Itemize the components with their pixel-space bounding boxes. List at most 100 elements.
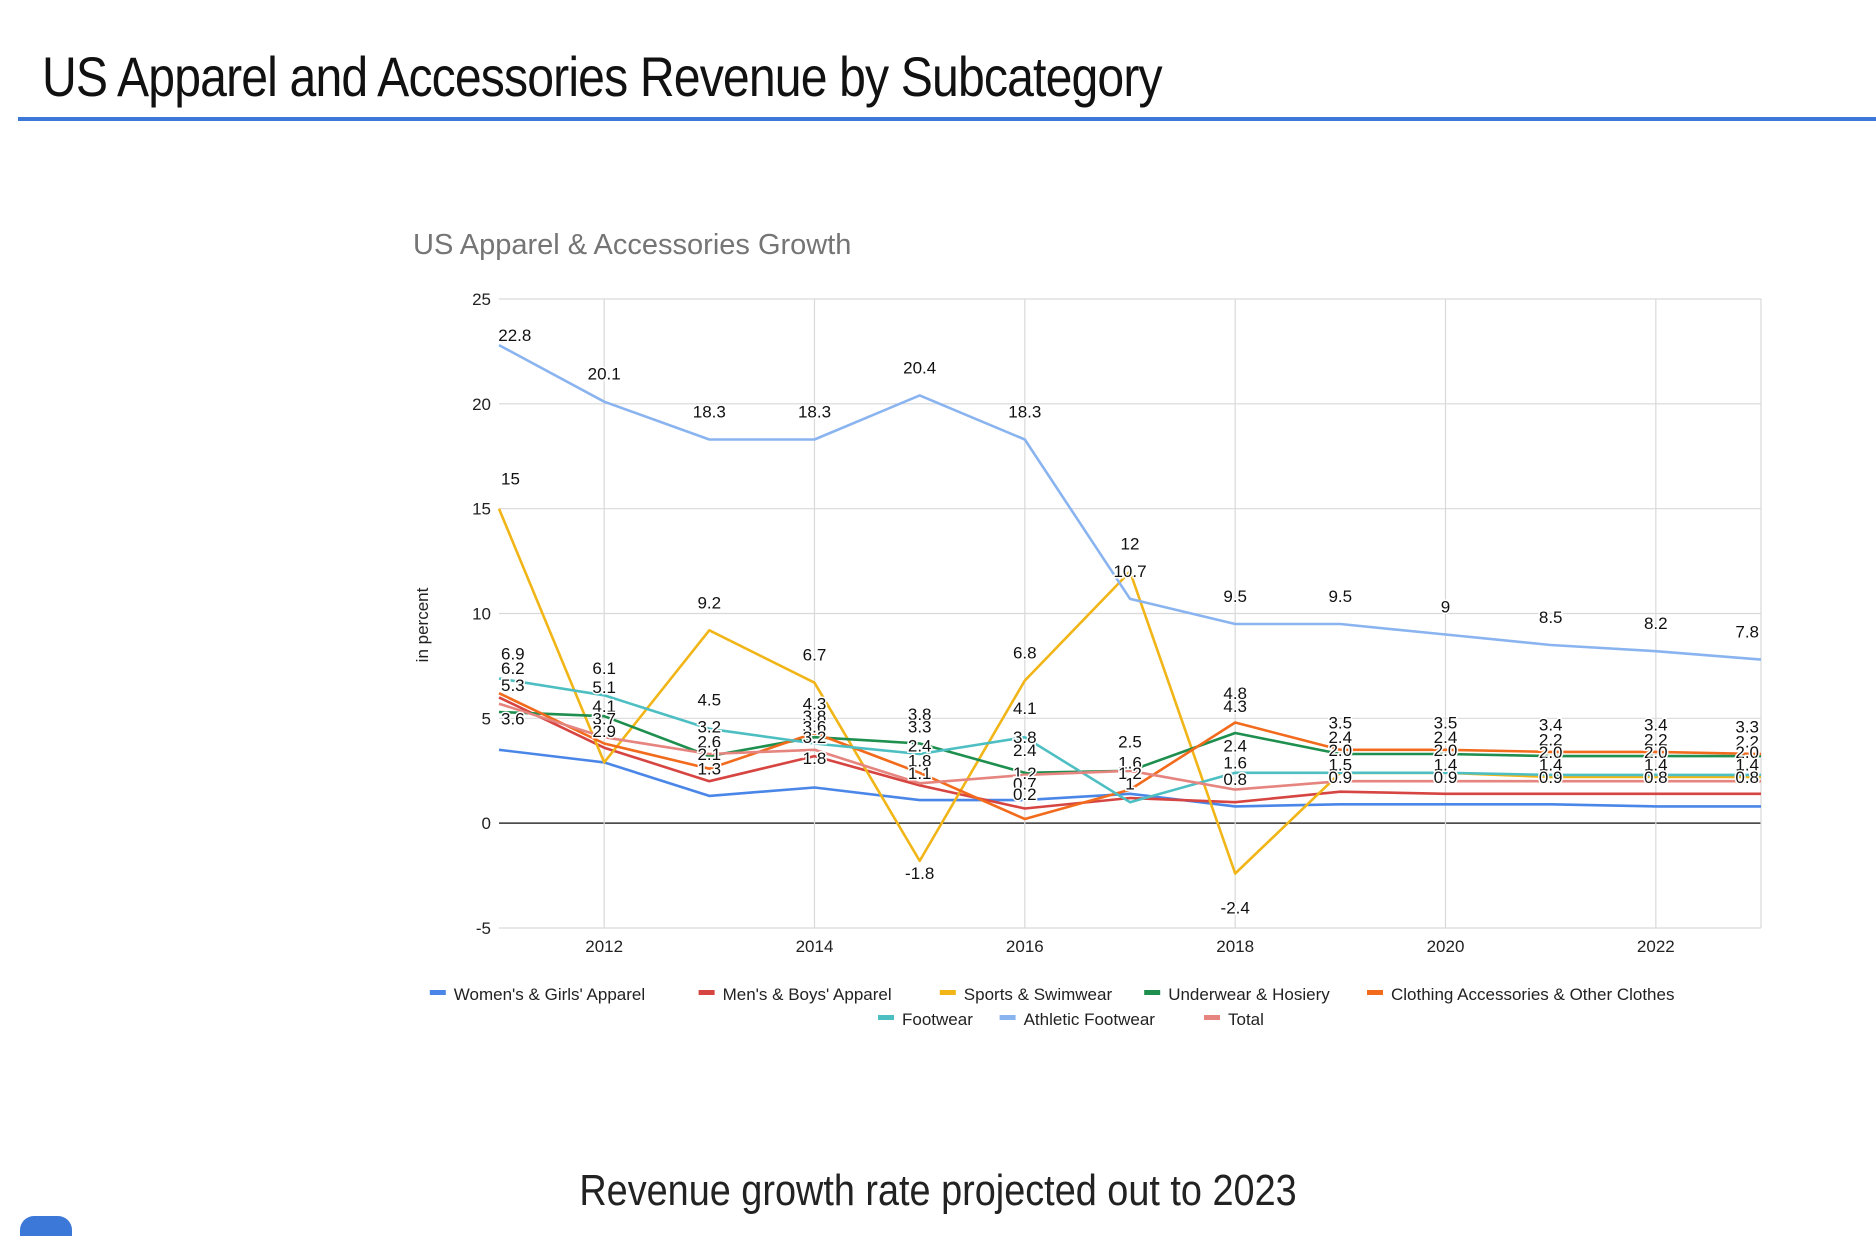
legend: Women's & Girls' Apparel Men's & Boys' Ap… [429, 985, 1674, 1029]
legend-label-6: Athletic Footwear [1024, 1010, 1156, 1029]
data-label: 6.8 [1013, 644, 1037, 663]
data-label: 1.3 [697, 760, 721, 779]
series-line-0 [498, 748, 1761, 808]
data-label: 0.8 [1735, 768, 1759, 787]
legend-swatch-3 [1144, 990, 1161, 995]
data-label: 1.8 [803, 749, 827, 768]
data-label: 9.5 [1223, 587, 1247, 606]
y-tick-label: 25 [472, 290, 491, 309]
y-tick-label: 20 [472, 395, 491, 414]
series-line-7 [498, 702, 1761, 791]
data-label: 6.9 [501, 644, 525, 663]
series-line-6 [498, 343, 1762, 661]
legend-swatch-2 [939, 990, 956, 995]
series-lines [497, 343, 1762, 875]
data-label: 2.1 [697, 745, 721, 764]
gridlines [499, 298, 1762, 929]
data-label: 2.0 [1539, 743, 1563, 762]
slide-caption: Revenue growth rate projected out to 202… [579, 1166, 1297, 1215]
x-tick-label: 2012 [585, 937, 623, 956]
y-axis-label: in percent [413, 587, 432, 662]
data-label: 4.1 [1013, 699, 1037, 718]
data-label: 3.8 [1013, 728, 1037, 747]
data-label: 1.2 [1013, 764, 1037, 783]
data-label: 4.8 [1223, 684, 1247, 703]
data-label: 1.2 [1118, 764, 1142, 783]
data-label: 1 [1125, 774, 1134, 793]
data-labels: 22.820.118.3 18.320.418.310.79.5 9.598.5 8.… [497, 325, 1761, 919]
x-tick-label: 2022 [1637, 937, 1675, 956]
data-label: 0.7 [1013, 774, 1037, 793]
data-label: 7.8 [1735, 623, 1759, 642]
x-tick-label: 2020 [1427, 937, 1465, 956]
data-label: 6.2 [501, 659, 525, 678]
data-label: 3.5 [1434, 714, 1458, 733]
data-label: 0.9 [1434, 768, 1458, 787]
data-label: 1.4 [1644, 756, 1668, 775]
data-label: 2.0 [1644, 743, 1668, 762]
data-label: 2.4 [908, 737, 932, 756]
legend-label-2: Sports & Swimwear [964, 985, 1113, 1004]
legend-swatch-7 [1204, 1015, 1220, 1020]
data-label: 4.3 [803, 695, 827, 714]
data-label: 1.6 [1118, 753, 1142, 772]
legend-swatch-6 [999, 1015, 1016, 1020]
legend-label-1: Men's & Boys' Apparel [723, 985, 892, 1004]
data-label: 3.6 [501, 709, 525, 728]
data-label: 3.6 [803, 718, 827, 737]
data-label: -2.4 [1221, 899, 1250, 918]
data-label: 5.1 [592, 678, 616, 697]
legend-swatch-0 [429, 990, 446, 995]
data-label: 1.5 [1328, 756, 1352, 775]
legend-swatch-1 [698, 990, 715, 995]
data-label: 3.5 [1328, 714, 1352, 733]
data-label: 4.3 [1223, 697, 1247, 716]
data-label: 4.5 [697, 691, 721, 710]
y-tick-labels: -5 0 5 10 15 20 25 [472, 290, 491, 938]
data-label: 3.2 [803, 728, 827, 747]
title-underline [18, 117, 1876, 121]
x-tick-label: 2016 [1006, 937, 1044, 956]
data-label: 2.2 [1735, 732, 1759, 751]
data-label: 18.3 [693, 403, 726, 422]
data-label: 22.8 [498, 326, 531, 345]
series-line-1 [498, 696, 1761, 810]
series-line-4 [498, 692, 1762, 821]
y-tick-label: 10 [472, 605, 491, 624]
data-label: 4.1 [592, 697, 616, 716]
y-tick-label: -5 [476, 919, 491, 938]
data-label: 0.8 [1644, 768, 1668, 787]
data-label: 8.5 [1539, 608, 1563, 627]
data-label: 1.4 [1539, 756, 1563, 775]
data-label: 2.6 [697, 732, 721, 751]
data-label: 3.2 [697, 718, 721, 737]
x-tick-labels: 2012 2014 2016 2018 2020 2022 [585, 937, 1674, 956]
data-label: -1.8 [905, 864, 934, 883]
data-label: 0.8 [1223, 770, 1247, 789]
legend-label-5: Footwear [902, 1010, 973, 1029]
data-label: 1.8 [908, 751, 932, 770]
data-label: 1.4 [1434, 756, 1458, 775]
data-label: 1.6 [1223, 753, 1247, 772]
data-label: 0.9 [1539, 768, 1563, 787]
data-label: 2.5 [1118, 732, 1142, 751]
data-label: 2.2 [1539, 730, 1563, 749]
data-label: 2.4 [1328, 728, 1352, 747]
data-label: 2.4 [1223, 737, 1247, 756]
data-label: 18.3 [798, 403, 831, 422]
data-label: 3.7 [592, 709, 616, 728]
data-label: 0.2 [1013, 785, 1037, 804]
data-label: 0.9 [1328, 768, 1352, 787]
legend-swatch-4 [1367, 990, 1383, 995]
legend-label-0: Women's & Girls' Apparel [454, 985, 645, 1004]
data-label: 12 [1121, 535, 1140, 554]
data-label: 20.1 [588, 365, 621, 384]
legend-swatch-5 [878, 1015, 894, 1020]
data-label: 1.1 [908, 764, 932, 783]
data-label: 2.4 [1434, 728, 1458, 747]
data-label: 3.8 [908, 705, 932, 724]
x-tick-label: 2014 [796, 937, 834, 956]
data-label: 2.4 [1013, 741, 1037, 760]
data-label: 2.2 [1644, 730, 1668, 749]
